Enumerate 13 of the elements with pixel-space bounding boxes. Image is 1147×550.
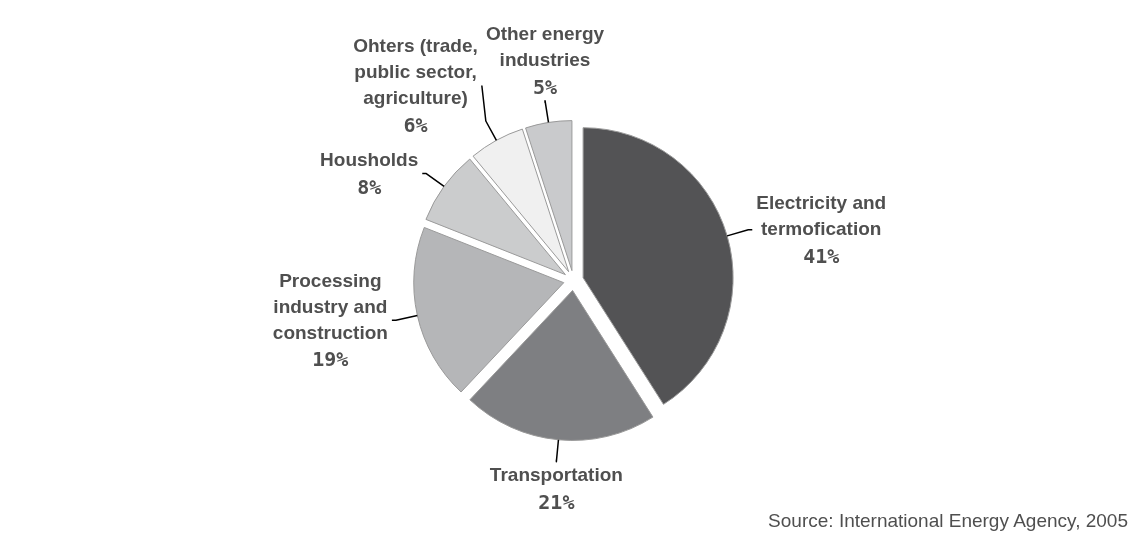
slice-label: Transportation <box>489 464 623 486</box>
slice-label: Housholds <box>320 149 419 171</box>
slice-label: Other energy industries <box>485 23 605 71</box>
data-label: 21% <box>538 489 575 514</box>
source-note: Source: International Energy Agency, 2005 <box>768 510 1128 531</box>
slice-label: Electricity and termofication <box>756 192 887 240</box>
data-label: 6% <box>403 112 428 137</box>
slice-label: Ohters (trade, public sector, agriculture) <box>353 35 478 109</box>
slice-label: Processing industry and construction <box>272 269 388 343</box>
data-label: 5% <box>532 74 558 99</box>
data-label: 19% <box>312 347 349 372</box>
data-label: 41% <box>803 243 840 268</box>
data-label: 8% <box>357 174 382 199</box>
